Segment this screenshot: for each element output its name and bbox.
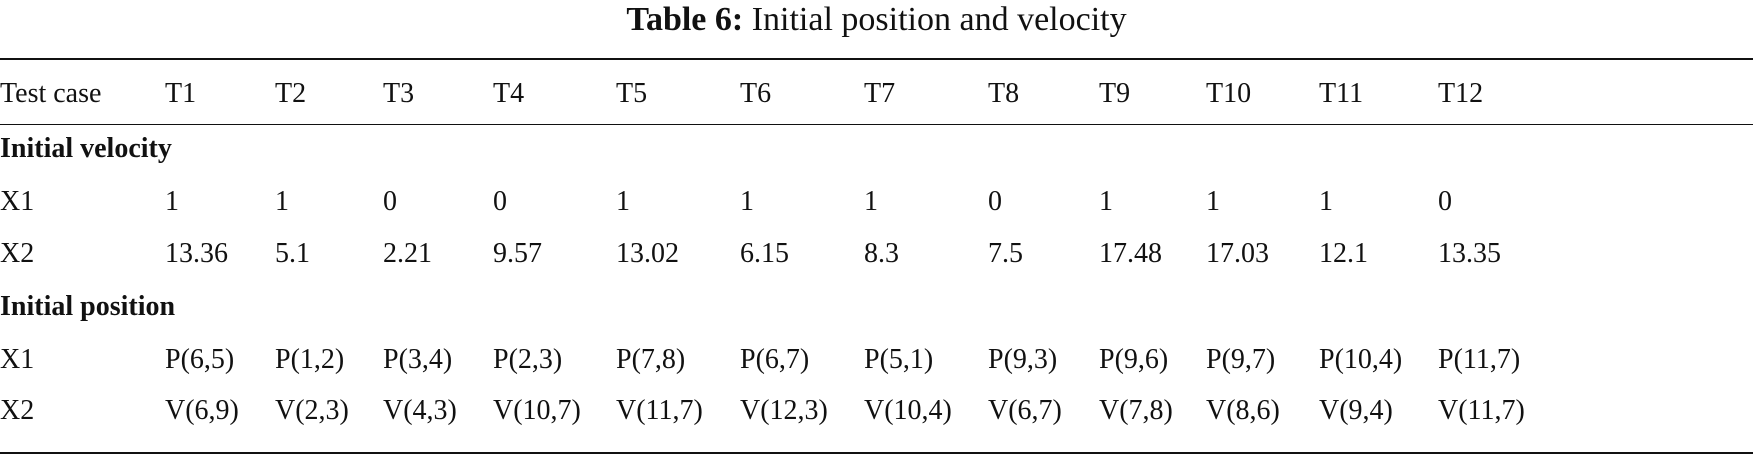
column-header: T3 [383,78,415,109]
table-cell: V(8,6) [1206,394,1280,426]
table-cell: V(6,7) [988,394,1062,426]
table-cell: P(5,1) [864,344,934,375]
table-cell: 1 [740,186,754,217]
table-cell: 12.1 [1319,238,1368,269]
section-row-initial-position: Initial position [0,280,1553,334]
column-header: Test case [0,78,102,109]
column-header: T12 [1438,78,1484,109]
table-cell: 17.48 [1099,238,1162,269]
caption-label: Table 6: [626,1,744,38]
table-cell: V(11,7) [1438,394,1525,426]
table-cell: 6.15 [740,238,789,269]
table-cell: 1 [165,186,179,217]
table-cell: V(10,4) [864,394,952,426]
table-cell: 5.1 [275,238,310,269]
column-header: T9 [1099,78,1131,109]
table-caption: Table 6: Initial position and velocity [0,0,1753,40]
table-cell: 13.35 [1438,238,1501,269]
table-cell: 13.36 [165,238,228,269]
table-cell: 8.3 [864,238,899,269]
table-cell: 0 [493,186,507,217]
table-cell: 0 [988,186,1002,217]
table-cell: P(9,6) [1099,344,1169,375]
header-rule [0,124,1753,125]
table-cell: P(7,8) [616,344,686,375]
table-cell: V(4,3) [383,394,457,426]
table-cell: P(3,4) [383,344,453,375]
table-cell: V(2,3) [275,394,349,426]
row-label: X1 [0,186,35,217]
table-cell: 1 [1206,186,1220,217]
table-cell: 13.02 [616,238,679,269]
table-cell: 1 [1319,186,1333,217]
table-row: X2 V(6,9) V(2,3) V(4,3) V(10,7) V(11,7) … [0,386,1553,435]
table-cell: V(10,7) [493,394,581,426]
data-table: Test case T1 T2 T3 T4 T5 T6 T7 T8 T9 T10… [0,66,1553,435]
table-cell: 1 [1099,186,1113,217]
section-title: Initial position [0,291,176,322]
section-title: Initial velocity [0,133,172,164]
column-header: T4 [493,78,525,109]
table-cell: V(7,8) [1099,394,1173,426]
table-cell: V(9,4) [1319,394,1393,426]
row-label: X2 [0,394,35,426]
row-label: X1 [0,344,35,375]
table-cell: 1 [616,186,630,217]
table-cell: 9.57 [493,238,542,269]
row-label: X2 [0,238,35,269]
column-header: T11 [1319,78,1364,109]
column-header: T2 [275,78,307,109]
table-cell: 7.5 [988,238,1023,269]
bottom-rule [0,452,1753,454]
table-cell: 0 [1438,186,1452,217]
table-cell: 1 [864,186,878,217]
column-header: T8 [988,78,1020,109]
table-cell: P(2,3) [493,344,563,375]
column-header: T6 [740,78,772,109]
top-rule [0,58,1753,60]
column-header: T10 [1206,78,1252,109]
table-cell: 2.21 [383,238,432,269]
table-cell: 1 [275,186,289,217]
table-row: X1 P(6,5) P(1,2) P(3,4) P(2,3) P(7,8) P(… [0,334,1553,386]
table-cell: 17.03 [1206,238,1269,269]
table-cell: V(12,3) [740,394,828,426]
table-cell: P(9,7) [1206,344,1276,375]
table-cell: P(1,2) [275,344,345,375]
caption-text: Initial position and velocity [751,1,1127,38]
column-header: T7 [864,78,896,109]
table-row: X2 13.36 5.1 2.21 9.57 13.02 6.15 8.3 7.… [0,228,1553,280]
table-cell: P(11,7) [1438,344,1521,375]
table-cell: P(6,5) [165,344,235,375]
header-row: Test case T1 T2 T3 T4 T5 T6 T7 T8 T9 T10… [0,66,1553,122]
table-row: X1 1 1 0 0 1 1 1 0 1 1 1 0 [0,176,1553,228]
table-cell: P(9,3) [988,344,1058,375]
column-header: T5 [616,78,648,109]
table-cell: P(6,7) [740,344,810,375]
column-header: T1 [165,78,197,109]
table-cell: V(6,9) [165,394,239,426]
table-cell: 0 [383,186,397,217]
table-cell: V(11,7) [616,394,703,426]
table-cell: P(10,4) [1319,344,1403,375]
section-row-initial-velocity: Initial velocity [0,122,1553,176]
